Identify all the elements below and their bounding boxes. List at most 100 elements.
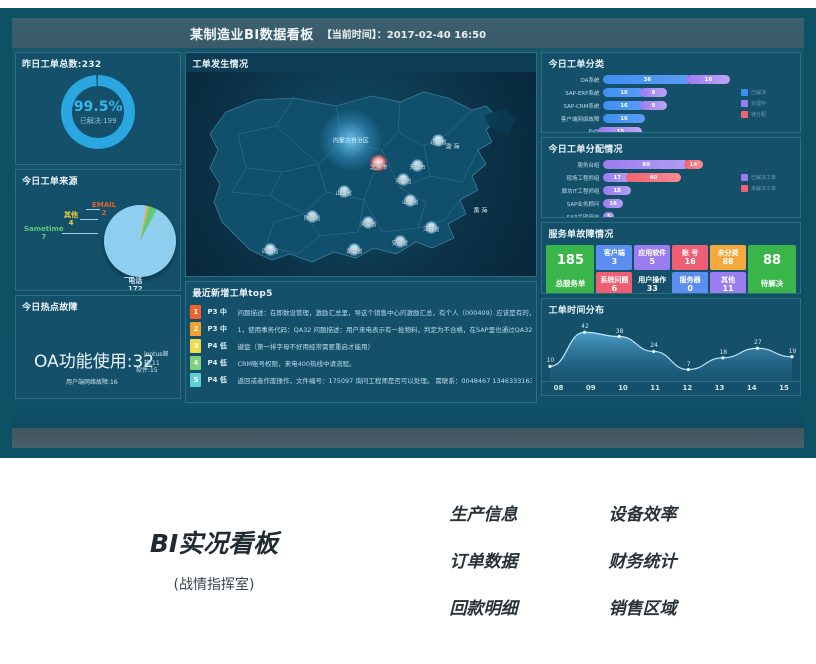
fault-tile-value: 16 [684,256,696,266]
map-city-marker[interactable]: 辽宁省 [430,133,447,147]
legend-item[interactable]: 处理中 [741,100,795,107]
bar-row-label: 软件 [588,129,600,133]
list-item[interactable]: 3 P4 低 键盘（第一排字母不好用经常需要重启才能用） [190,337,532,354]
bar-row[interactable]: SAP业务顾问 18 [545,197,741,210]
map-city-marker[interactable]: 四川省 [262,243,279,257]
fault-tile[interactable]: 客户端 3 [596,245,633,270]
bar-row[interactable]: 现场工程师组 17 40 [545,171,741,184]
bar-row[interactable]: 软件 15 [545,125,741,133]
bar-row-label: 现场工程师组 [566,175,600,182]
map-city-label: 安徽省 [391,240,409,247]
feature-item[interactable]: 财务统计 [608,551,677,572]
area-chart-value-label: 7 [686,360,691,368]
word-cloud-item-3: 用户端网络故障:16 [66,379,118,386]
list-item-priority: P3 中 [207,307,227,316]
fault-tile-label: 账 号 [681,248,699,257]
area-chart-point [548,364,553,368]
list-item-description: 键盘（第一排字母不好用经常需要重启才能用） [237,342,374,351]
map-city-label: 天津市 [409,164,426,171]
legend-item[interactable]: 待分配 [741,111,795,118]
map-city-dot [396,173,410,187]
fault-tile-column: 应用软件 5 用户操作 33 [634,245,671,293]
feature-item[interactable]: 订单数据 [449,551,518,572]
donut-center-label: 99.5% 已解决:199 [16,72,180,152]
fault-tile-columns: 客户端 3 系统问题 6 应用软件 5 用户操作 33 账 号 16 服务器 0 未分类 88 其他 11 [596,245,746,293]
list-item-priority: P4 低 [207,358,227,367]
list-item[interactable]: 5 P4 低 返回或者作废操作，文件编号：175097 询问工程师是否可以处理。 需… [190,371,532,388]
donut-ring [61,75,136,149]
feature-item[interactable]: 销售区域 [608,598,677,619]
fault-tile[interactable]: 应用软件 5 [634,245,671,270]
feature-item[interactable]: 设备效率 [608,504,677,525]
area-chart-point [687,367,691,372]
legend-label: 已解决工单 [751,175,777,181]
bar-row[interactable]: SAP-CRM系统 16 9 [545,99,741,112]
list-item-rank: 4 [190,355,202,370]
fault-tile[interactable]: 服务器 0 [672,272,709,293]
bar-row[interactable]: OA系统 36 16 [545,73,741,86]
bar-row[interactable]: SAP-ERP系统 16 9 [545,86,741,99]
bar-row-label: 客户端网络故障 [560,116,600,123]
map-city-label: 陕西省 [304,216,321,223]
area-chart-tick: 12 [682,384,693,392]
list-item-rank: 5 [190,372,202,387]
legend-item[interactable]: 已解决工单 [741,174,795,181]
list-item-priority: P4 低 [207,375,227,384]
pie-leader-phone [124,277,134,278]
order-categories-rows: OA系统 36 16 SAP-ERP系统 16 9 SAP-CRM系统 16 9 客户端网络故障 1… [545,73,741,133]
fault-tile[interactable]: 账 号 16 [672,245,709,270]
map-city-marker[interactable]: 河南省 [360,216,377,230]
list-item[interactable]: 4 P4 低 CRM账号权限，来电400热线中请流程。 [190,354,532,371]
bar-row[interactable]: 廊坊IT工程师组 18 [545,184,741,197]
list-item[interactable]: 2 P3 中 1，使用事务代码：QA32 问题描述：用户来电表示有一批物料，判定为不… [190,320,532,337]
bar-row[interactable]: 服务台组 80 14 [545,158,741,171]
map-city-marker[interactable]: 河北省 [395,173,412,187]
map-city-dot [370,154,388,172]
bar-row-label: SAP业务顾问 [566,201,600,208]
pie-value-email: 2 [101,209,107,218]
legend-label: 处理中 [751,101,767,107]
feature-item[interactable]: 回款明细 [449,598,518,619]
panel-hot-faults: 今日热点故障 OA功能使用:32 lnotus邮箱:11 软件:15 用户端网络… [15,295,182,399]
panel-order-source: 今日工单来源 EMAIL 2 其他 [15,169,182,291]
map-city-marker[interactable]: 山西省 [336,185,352,199]
list-item[interactable]: 1 P3 中 问题描述：在即数设管理，激励汇总里，导这个销售中心的激励汇总，有个人（… [190,303,532,320]
map-city-marker[interactable]: 江苏省 [423,220,440,234]
fault-tile[interactable]: 其他 11 [710,272,746,293]
legend-item[interactable]: 已解决 [741,89,795,96]
map-city-marker[interactable]: 山东省 [402,193,419,207]
page-title: 某制造业BI数据看板 [190,27,314,43]
fault-tile[interactable]: 系统问题 6 [596,272,633,293]
tile-total-services-label: 总服务单 [555,279,586,288]
map-city-marker[interactable]: 陕西省 [304,210,321,224]
bar-segment: 14 [683,160,703,169]
bar-segment: 80 [603,160,689,169]
map-city-marker[interactable]: 安徽省 [391,234,409,248]
fault-tile-label: 应用软件 [638,248,667,257]
area-chart-tick: 14 [746,384,757,392]
bar-segment: 18 [603,186,631,195]
map-city-marker[interactable]: 北京市 [370,154,388,172]
legend-item[interactable]: 未解决工单 [741,185,795,192]
legend-label: 已解决 [751,90,767,96]
tile-total-services[interactable]: 185 总服务单 [546,245,595,293]
pie-label-phone: 电话 172 [128,277,143,290]
bar-row-label: SAP-ERP系统 [565,90,600,97]
bar-segment: 5 [603,212,615,217]
tile-pending-value: 88 [762,253,782,268]
fault-tile[interactable]: 未分类 88 [710,245,746,270]
feature-item[interactable]: 生产信息 [449,504,518,525]
fault-tile-column: 未分类 88 其他 11 [710,245,746,293]
map-region-label: 渤 海 [445,143,460,151]
tile-pending[interactable]: 88 待解决 [748,245,796,293]
china-map[interactable]: 内蒙古自治区黄 海 渤 海北京市 辽宁省 河北省 天津市 山西省 山东省 陕西省 河南省 江苏省安… [186,72,537,277]
bar-row[interactable]: 客户端网络故障 16 [545,112,741,125]
fault-tile[interactable]: 用户操作 33 [634,272,670,293]
list-item-description: 1，使用事务代码：QA32 问题描述：用户来电表示有一批物料，判定为不合格，在S… [237,325,533,334]
map-city-marker[interactable]: 天津市 [409,158,426,172]
area-chart-point [652,349,656,354]
legend-swatch [741,100,748,107]
dashboard-grid: 昨日工单总数:232 99.5% 已解决:199 今日工单来源 [12,48,804,403]
bar-row[interactable]: SAP关键用户 5 [545,210,741,217]
map-city-marker[interactable]: 湖北省 [346,243,363,257]
